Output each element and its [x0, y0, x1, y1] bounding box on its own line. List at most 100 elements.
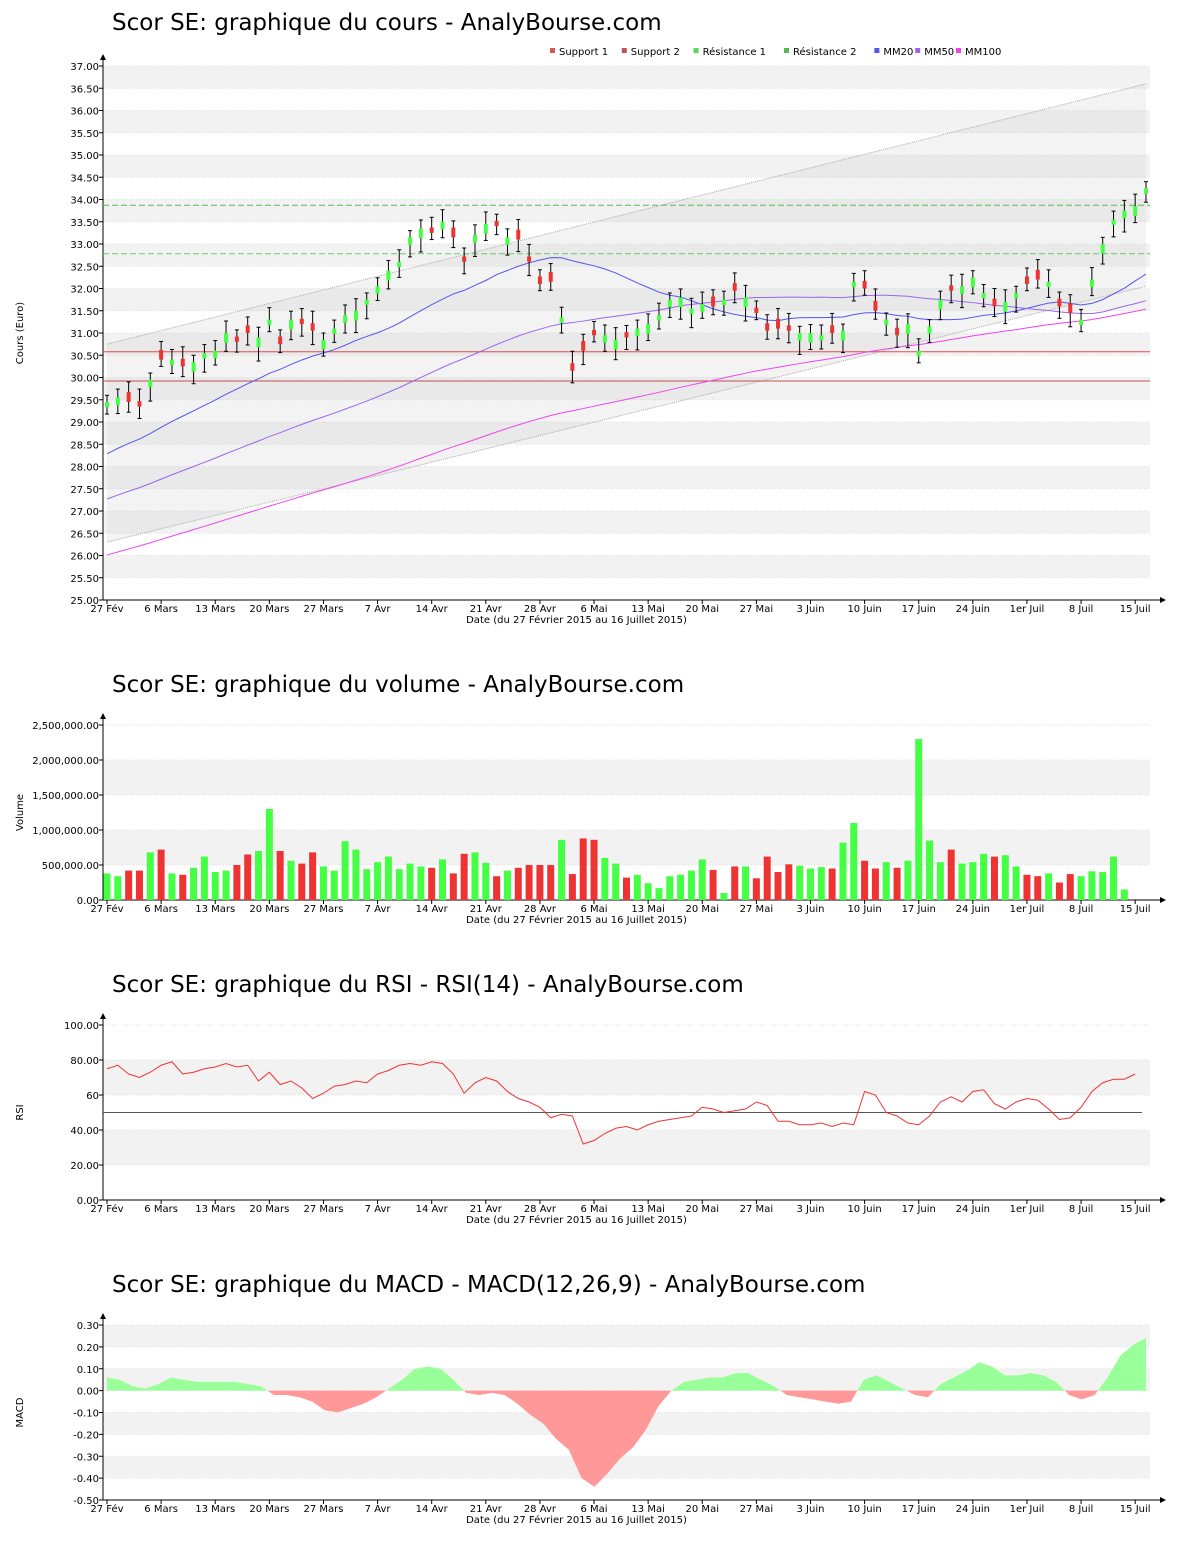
- volume-bar: [493, 876, 501, 900]
- x-tick-label: 13 Mars: [195, 1204, 235, 1215]
- y-tick-label: 26.50: [70, 529, 99, 540]
- volume-bar: [276, 851, 284, 900]
- candle-body: [721, 299, 726, 305]
- y-tick-label: 37.00: [70, 62, 99, 73]
- volume-bar: [677, 874, 685, 900]
- grid-band: [103, 155, 1150, 178]
- macd-negative-area: [780, 1390, 858, 1404]
- candle-body: [548, 272, 553, 282]
- y-tick-label: 30.50: [70, 351, 99, 362]
- volume-bar: [157, 849, 165, 900]
- x-tick-label: 15 Juil: [1120, 1504, 1151, 1515]
- grid-band: [103, 288, 1150, 311]
- candle-body: [938, 299, 943, 310]
- candle-body: [1024, 276, 1029, 285]
- volume-bar: [687, 870, 695, 900]
- volume-bar: [319, 866, 327, 900]
- macd-negative-area: [906, 1390, 935, 1398]
- x-tick-label: 27 Fév: [90, 1203, 123, 1215]
- volume-bar: [460, 853, 468, 900]
- volume-bar: [417, 866, 425, 900]
- y-tick-label: 0.00: [77, 896, 99, 907]
- macd-chart-panel: Scor SE: graphique du MACD - MACD(12,26,…: [0, 1240, 1200, 1550]
- candle-body: [667, 299, 672, 308]
- candle-body: [418, 228, 423, 239]
- x-tick-label: 7 Avr: [365, 604, 392, 615]
- volume-bar: [926, 840, 934, 900]
- volume-bar: [969, 862, 977, 900]
- y-tick-label: 30.00: [70, 374, 99, 385]
- candle-body: [602, 335, 607, 343]
- volume-chart-title: Scor SE: graphique du volume - AnalyBour…: [112, 672, 685, 698]
- candle-body: [592, 329, 597, 336]
- volume-bar: [363, 869, 371, 900]
- volume-bar: [590, 839, 598, 900]
- volume-bar: [330, 870, 338, 900]
- candle-body: [1089, 279, 1094, 288]
- x-axis-arrow: [1160, 597, 1166, 603]
- candle-body: [743, 297, 748, 308]
- candle-body: [873, 300, 878, 311]
- volume-bar: [1077, 876, 1085, 900]
- candle-body: [494, 220, 499, 227]
- volume-bar: [666, 876, 674, 900]
- x-tick-label: 27 Mars: [303, 1504, 343, 1515]
- channel-lower-line: [106, 285, 1147, 543]
- x-tick-label: 21 Avr: [470, 1204, 503, 1215]
- x-tick-label: 1er Juil: [1010, 1204, 1045, 1215]
- volume-bar: [384, 856, 392, 900]
- volume-bar: [514, 867, 522, 900]
- macd-chart-title: Scor SE: graphique du MACD - MACD(12,26,…: [112, 1272, 866, 1298]
- y-tick-label: 2,000,000.00: [32, 756, 99, 767]
- macd-positive-area: [1097, 1338, 1146, 1391]
- candle-body: [776, 318, 781, 329]
- volume-bar: [633, 874, 641, 900]
- candle-body: [105, 401, 109, 408]
- legend-label: Support 1: [559, 47, 608, 58]
- candle-body: [851, 281, 856, 288]
- x-tick-label: 20 Mai: [686, 904, 719, 915]
- grid-band: [103, 1456, 1150, 1479]
- x-tick-label: 21 Avr: [470, 904, 503, 915]
- x-tick-label: 1er Juil: [1010, 604, 1045, 615]
- y-tick-label: 25.50: [70, 574, 99, 585]
- macd-positive-area: [934, 1362, 1065, 1391]
- legend-swatch: [621, 48, 627, 53]
- y-tick-label: -0.20: [73, 1430, 99, 1441]
- y-tick-label: 0.00: [77, 1196, 99, 1207]
- candle-body: [981, 292, 986, 299]
- volume-bar: [352, 849, 360, 900]
- volume-bar: [655, 888, 663, 900]
- volume-bar: [742, 866, 750, 900]
- candle-body: [224, 333, 229, 343]
- volume-bar: [915, 739, 923, 900]
- candle-body: [884, 319, 889, 325]
- price-chart-title: Scor SE: graphique du cours - AnalyBours…: [112, 10, 662, 36]
- candle-body: [527, 256, 532, 262]
- candle-body: [581, 341, 586, 351]
- y-tick-label: 28.50: [70, 440, 99, 451]
- x-tick-label: 15 Juil: [1120, 904, 1151, 915]
- volume-bar: [763, 856, 771, 900]
- candle-body: [754, 307, 759, 313]
- candle-body: [613, 339, 618, 350]
- legend-swatch: [693, 48, 699, 53]
- candle-body: [1014, 292, 1019, 299]
- y-tick-label: -0.50: [73, 1496, 99, 1507]
- candle-body: [927, 326, 932, 334]
- x-tick-label: 13 Mai: [631, 604, 664, 615]
- x-tick-label: 1er Juil: [1010, 904, 1045, 915]
- candle-body: [862, 280, 867, 289]
- x-tick-label: 28 Avr: [524, 604, 557, 615]
- volume-bar: [850, 823, 858, 900]
- candle-body: [386, 270, 391, 281]
- candle-body: [343, 315, 348, 323]
- x-tick-label: 8 Juil: [1069, 904, 1093, 915]
- volume-bar: [1110, 856, 1118, 900]
- macd-negative-area: [267, 1390, 386, 1413]
- x-tick-label: 7 Avr: [365, 904, 392, 915]
- volume-bar: [1088, 871, 1096, 900]
- y-axis-label: Volume: [15, 794, 26, 831]
- volume-bar: [103, 873, 111, 900]
- candle-body: [191, 361, 196, 372]
